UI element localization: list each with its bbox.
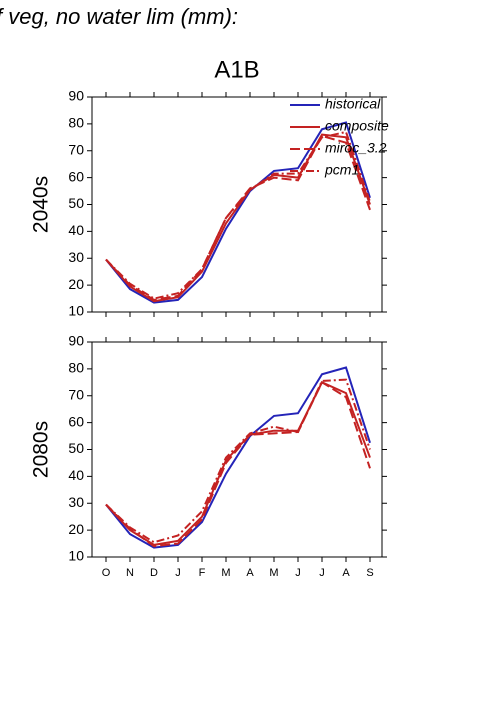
series-line — [105, 133, 371, 303]
y-tick-label: 10 — [68, 548, 84, 564]
legend-label: pcm1 — [324, 162, 359, 178]
legend-label: miroc_3.2 — [325, 140, 387, 156]
y-tick-label: 20 — [68, 276, 84, 292]
y-tick-label: 30 — [68, 494, 84, 510]
x-tick-label: F — [199, 567, 206, 579]
panel-title: A1B — [214, 56, 259, 83]
y-tick-label: 20 — [68, 521, 84, 537]
y-tick-label: 40 — [68, 222, 84, 238]
x-tick-label: J — [319, 567, 325, 579]
x-tick-label: M — [269, 567, 278, 579]
x-tick-label: O — [102, 567, 111, 579]
x-tick-label: A — [246, 567, 254, 579]
series-line — [105, 380, 371, 548]
y-tick-label: 80 — [68, 360, 84, 376]
y-tick-label: 90 — [68, 88, 84, 104]
y-tick-label: 90 — [68, 333, 84, 349]
y-tick-label: 80 — [68, 115, 84, 131]
x-tick-label: A — [342, 567, 350, 579]
y-tick-label: 60 — [68, 413, 84, 429]
y-tick-label: 30 — [68, 249, 84, 265]
y-tick-label: 50 — [68, 440, 84, 456]
y-tick-label: 60 — [68, 168, 84, 184]
y-tick-label: 50 — [68, 195, 84, 211]
legend-label: composite — [325, 118, 389, 134]
y-tick-label: 40 — [68, 467, 84, 483]
y-tick-label: 10 — [68, 303, 84, 319]
y-axis-label: 2040s — [30, 176, 53, 233]
y-tick-label: 70 — [68, 386, 84, 402]
x-tick-label: N — [126, 567, 134, 579]
plot-frame — [91, 341, 383, 558]
series-line — [105, 130, 371, 300]
x-tick-label: J — [175, 567, 181, 579]
x-tick-label: S — [366, 567, 373, 579]
page-title: f veg, no water lim (mm): — [0, 4, 238, 29]
series-line — [105, 381, 371, 546]
legend-label: historical — [325, 96, 381, 112]
x-tick-label: J — [295, 567, 301, 579]
series-line — [105, 378, 371, 544]
series-line — [105, 121, 371, 304]
series-line — [105, 134, 371, 301]
x-tick-label: M — [221, 567, 230, 579]
x-tick-label: D — [150, 567, 158, 579]
series-line — [105, 366, 371, 549]
y-tick-label: 70 — [68, 141, 84, 157]
plot-frame — [91, 96, 383, 313]
y-axis-label: 2080s — [30, 421, 53, 478]
